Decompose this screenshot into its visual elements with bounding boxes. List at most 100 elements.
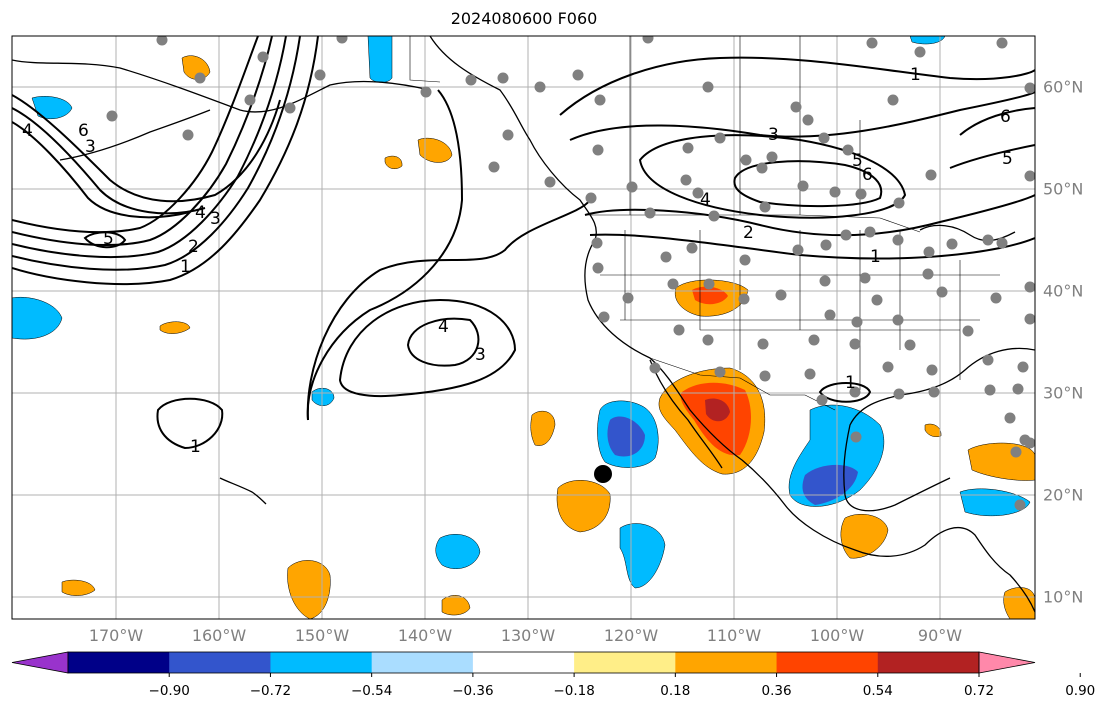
station-dot xyxy=(594,94,606,106)
station-dot xyxy=(864,226,876,238)
station-dot xyxy=(804,368,816,380)
colorbar-segment xyxy=(776,652,879,673)
station-dot xyxy=(996,237,1008,249)
latitude-label: 40°N xyxy=(1043,281,1084,301)
contour-label: 1 xyxy=(845,373,856,393)
contour-high-5 xyxy=(638,134,907,219)
contour-label: 4 xyxy=(438,317,449,337)
station-dot xyxy=(904,339,916,351)
station-dot xyxy=(488,161,500,173)
station-dot xyxy=(1017,361,1029,373)
station-dot xyxy=(1024,82,1035,94)
station-dot xyxy=(849,386,861,398)
contour-label: 5 xyxy=(103,229,114,249)
stations xyxy=(106,36,1035,511)
longitude-label: 120°W xyxy=(603,626,659,645)
station-dot xyxy=(759,370,771,382)
contour-label: 2 xyxy=(188,237,199,257)
negative-anomaly-area xyxy=(31,96,73,119)
north-america-coast xyxy=(429,36,1035,613)
station-dot xyxy=(842,144,854,156)
station-dot xyxy=(802,114,814,126)
station-dot xyxy=(925,169,937,181)
station-dot xyxy=(703,278,715,290)
station-dot xyxy=(962,325,974,337)
station-dot xyxy=(682,142,694,154)
coastlines xyxy=(12,36,1035,613)
station-dot xyxy=(893,197,905,209)
station-dot xyxy=(829,186,841,198)
station-dot xyxy=(928,386,940,398)
alaska-coast xyxy=(12,59,431,113)
station-dot xyxy=(1014,499,1026,511)
negative-anomaly-area xyxy=(311,387,335,406)
colorbar-tick-label: 0.72 xyxy=(963,683,995,699)
negative-anomaly-area xyxy=(619,523,666,589)
station-dot xyxy=(740,154,752,166)
station-dot xyxy=(923,246,935,258)
colorbar-tick-label: −0.36 xyxy=(452,683,494,699)
contour-lines xyxy=(12,36,1035,450)
colorbar-tick-label: −0.18 xyxy=(553,683,595,699)
station-dot xyxy=(851,316,863,328)
station-dot xyxy=(572,69,584,81)
station-dot xyxy=(686,242,698,254)
baja-california xyxy=(649,359,723,469)
station-dot xyxy=(820,239,832,251)
colorbar-segment xyxy=(574,652,676,673)
anomaly-fills xyxy=(12,36,1035,619)
longitude-label: 140°W xyxy=(397,626,453,645)
colorbar-tick-label: −0.54 xyxy=(350,683,393,699)
station-dot xyxy=(840,229,852,241)
station-dot xyxy=(702,334,714,346)
station-dot xyxy=(882,361,894,373)
station-dot xyxy=(194,72,206,84)
station-dot xyxy=(106,110,118,122)
longitude-label: 130°W xyxy=(500,626,556,645)
positive-anomaly-area xyxy=(417,137,453,163)
hawaii-islands xyxy=(219,477,267,505)
station-dot xyxy=(818,132,830,144)
station-dot xyxy=(156,36,168,46)
longitude-label: 170°W xyxy=(88,626,144,645)
positive-anomaly-area xyxy=(1003,587,1035,619)
station-dot xyxy=(739,254,751,266)
station-dot xyxy=(1024,281,1035,293)
station-dot xyxy=(757,338,769,350)
contour-north-pacific-a xyxy=(12,94,281,203)
station-dot xyxy=(790,101,802,113)
longitude-label: 100°W xyxy=(809,626,865,645)
station-dot xyxy=(893,388,905,400)
station-dot xyxy=(982,234,994,246)
station-dot xyxy=(673,324,685,336)
contour-labels: 1 3 6 5 5 6 4 2 1 1 4 6 3 5 4 3 2 1 4 3 … xyxy=(22,65,1013,457)
alaska-border xyxy=(409,36,441,83)
latitude-label: 60°N xyxy=(1043,77,1084,97)
latitude-label: 30°N xyxy=(1043,383,1084,403)
station-dot xyxy=(591,237,603,249)
positive-anomaly-area xyxy=(924,423,942,437)
negative-anomaly-area xyxy=(367,36,393,83)
positive-anomaly-area xyxy=(967,442,1035,481)
contour-label: 3 xyxy=(475,345,486,365)
contour-high-6 xyxy=(733,160,883,208)
station-dot xyxy=(775,289,787,301)
lat-lon-grid xyxy=(12,36,1035,619)
contour-label: 4 xyxy=(700,190,711,210)
longitude-label: 90°W xyxy=(917,626,963,645)
positive-anomaly-area xyxy=(287,560,331,619)
station-dot xyxy=(714,132,726,144)
contour-1-east xyxy=(589,233,1035,260)
station-dot xyxy=(922,268,934,280)
plot-frame xyxy=(11,35,1036,620)
station-dot xyxy=(1012,383,1024,395)
station-dot xyxy=(257,51,269,63)
contour-label: 1 xyxy=(910,65,921,85)
station-dot xyxy=(708,210,720,222)
latitude-label: 20°N xyxy=(1043,485,1084,505)
station-dot xyxy=(497,72,509,84)
station-dot xyxy=(766,151,778,163)
contour-label: 5 xyxy=(852,151,863,171)
contour-small-5 xyxy=(83,231,127,249)
station-dot xyxy=(660,251,672,263)
